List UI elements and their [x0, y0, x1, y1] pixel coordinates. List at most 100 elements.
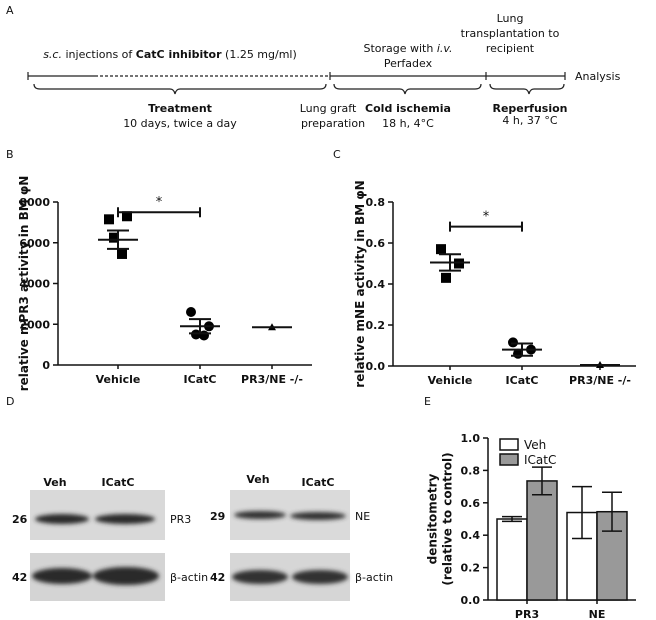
bar [496, 518, 528, 601]
phase-detail: 10 days, twice a day [123, 117, 237, 130]
mw-label: 42 [210, 571, 225, 584]
brace [489, 83, 565, 95]
blot-band [290, 512, 346, 520]
panel-label: C [333, 148, 341, 161]
y-axis-label: relative mPR3 activity in BM φN [17, 176, 31, 392]
data-point [104, 214, 114, 225]
legend-swatch [499, 438, 519, 451]
error-bar [602, 491, 622, 532]
blot-band [95, 514, 155, 524]
graft-text: preparation [301, 117, 365, 130]
y-axis-label: densitometry [426, 474, 440, 565]
text-part: injections of [62, 48, 136, 61]
timeline: s.c. injections of CatC inhibitor (1.25 … [27, 12, 621, 130]
x-tick-label: NE [589, 608, 606, 620]
data-point [109, 232, 119, 243]
brace [33, 83, 327, 95]
text-part: i.v. [437, 42, 453, 55]
error-bar [532, 466, 552, 496]
protein-label: PR3 [170, 513, 191, 526]
mw-label: 42 [12, 571, 27, 584]
transplant-text: transplantation to [461, 27, 560, 40]
y-axis-label: (relative to control) [441, 452, 455, 585]
data-point [441, 272, 451, 283]
y-tick-label: 6000 [19, 237, 50, 250]
phase-detail: 4 h, 37 °C [502, 114, 557, 127]
y-tick-label: 0.4 [461, 529, 481, 542]
y-tick-label: 4000 [19, 278, 50, 291]
y-tick-label: 0.0 [366, 360, 386, 373]
data-point [508, 337, 518, 348]
y-tick-label: 0.0 [461, 594, 481, 607]
panel-label: E [424, 395, 431, 408]
protein-label: β-actin [355, 571, 393, 584]
error-bar [572, 485, 592, 540]
storage-text: Perfadex [384, 57, 433, 70]
error-bar [502, 515, 522, 523]
legend-label: ICatC [524, 453, 556, 467]
western-blot: Veh ICatC 26 42 PR3 β-actin Veh ICatC 29… [12, 473, 393, 601]
brace [333, 83, 482, 95]
phase-title: Reperfusion [492, 102, 567, 115]
y-tick-label: 0.8 [366, 196, 386, 209]
data-point [186, 307, 196, 318]
lane-label: Veh [246, 473, 269, 486]
blot-band [232, 570, 288, 584]
text-part: Storage with [363, 42, 436, 55]
y-tick-label: 0.6 [461, 497, 481, 510]
phase-detail: 18 h, 4°C [382, 117, 434, 130]
lane-label: ICatC [302, 476, 335, 489]
transplant-text: recipient [486, 42, 535, 55]
error-bar [107, 229, 129, 250]
y-tick-label: 0 [42, 359, 50, 372]
x-tick-label: PR3/NE -/- [569, 374, 631, 387]
panel-label: A [6, 4, 14, 17]
x-tick-label: Vehicle [96, 373, 141, 386]
protein-label: β-actin [170, 571, 208, 584]
blot-band [35, 514, 89, 524]
graft-text: Lung graft [300, 102, 357, 115]
bar [526, 480, 558, 601]
significance-label: * [156, 195, 163, 210]
y-tick-label: 8000 [19, 196, 50, 209]
mw-label: 29 [210, 510, 225, 523]
error-bar [511, 342, 533, 357]
data-point [122, 211, 132, 222]
y-tick-label: 0.6 [366, 237, 386, 250]
data-point [436, 244, 446, 255]
y-tick-label: 1.0 [461, 432, 481, 445]
legend-swatch [499, 453, 519, 466]
data-point [454, 258, 464, 269]
legend-label: Veh [524, 438, 546, 452]
transplant-text: Lung [497, 12, 524, 25]
y-axis-label: relative mNE activity in BM φN [353, 180, 367, 387]
y-tick-label: 2000 [19, 318, 50, 331]
storage-text: Storage with i.v. [363, 42, 452, 55]
y-tick-label: 0.2 [366, 319, 386, 332]
timeline-ticks [27, 72, 566, 80]
blot-band [234, 511, 286, 519]
x-tick-label: Vehicle [428, 374, 473, 387]
blot-band [292, 570, 348, 584]
x-tick-label: PR3/NE -/- [241, 373, 303, 386]
injection-text: s.c. injections of CatC inhibitor (1.25 … [43, 48, 297, 61]
y-tick-label: 0.2 [461, 562, 481, 575]
lane-label: ICatC [102, 476, 135, 489]
data-point [191, 329, 201, 340]
blot-band [32, 568, 92, 584]
x-tick-label: PR3 [515, 608, 539, 620]
error-bar [439, 253, 461, 272]
phase-title: Treatment [148, 102, 212, 115]
phase-title: Cold ischemia [365, 102, 451, 115]
x-tick-label: ICatC [184, 373, 217, 386]
protein-label: NE [355, 510, 370, 523]
panel-label: B [6, 148, 14, 161]
lane-label: Veh [43, 476, 66, 489]
data-point [117, 248, 127, 259]
text-part: s.c. [43, 48, 62, 61]
text-part: CatC inhibitor [136, 48, 222, 61]
x-tick-label: ICatC [506, 374, 539, 387]
blot-band [93, 567, 159, 585]
y-tick-label: 0.4 [366, 278, 386, 291]
